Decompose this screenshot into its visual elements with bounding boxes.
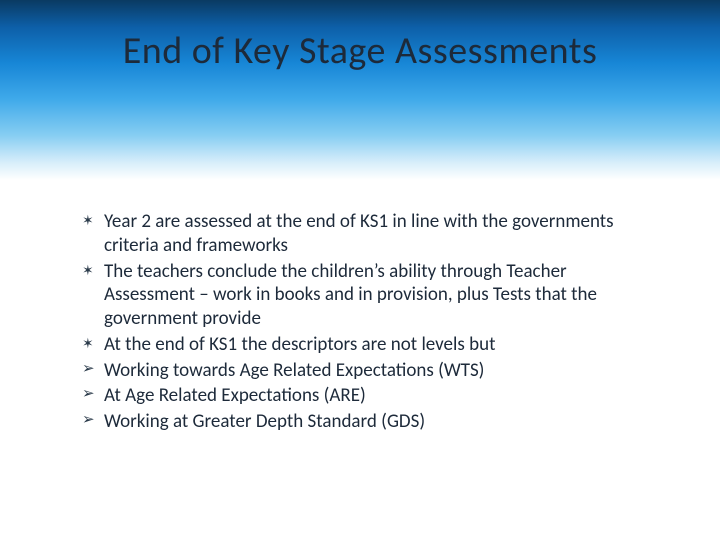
slide-body: Year 2 are assessed at the end of KS1 in… [82,210,650,436]
bullet-list: Year 2 are assessed at the end of KS1 in… [82,210,650,434]
list-item: Working towards Age Related Expectations… [82,359,650,383]
list-item: At the end of KS1 the descriptors are no… [82,333,650,357]
list-item: At Age Related Expectations (ARE) [82,384,650,408]
slide-title: End of Key Stage Assessments [0,28,720,74]
list-item: The teachers conclude the children’s abi… [82,260,650,331]
slide-header-gradient: End of Key Stage Assessments [0,0,720,180]
list-item: Year 2 are assessed at the end of KS1 in… [82,210,650,258]
slide: End of Key Stage Assessments Year 2 are … [0,0,720,540]
list-item: Working at Greater Depth Standard (GDS) [82,410,650,434]
